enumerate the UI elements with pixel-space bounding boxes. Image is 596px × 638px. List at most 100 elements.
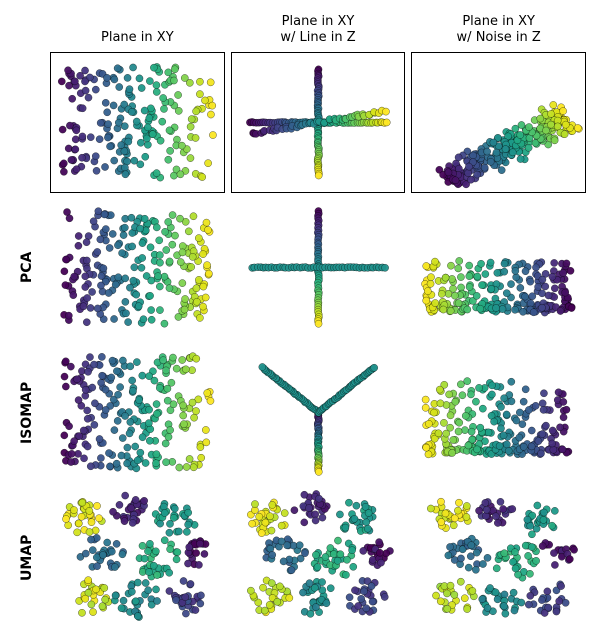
marker — [522, 268, 529, 275]
marker — [62, 282, 69, 289]
marker — [459, 392, 466, 399]
scatter-svg — [412, 53, 585, 192]
marker — [493, 565, 500, 572]
scatter-svg — [231, 342, 406, 483]
marker — [161, 320, 168, 327]
marker — [109, 230, 116, 237]
marker — [484, 604, 491, 611]
marker — [70, 292, 77, 299]
marker — [364, 525, 371, 532]
marker — [449, 449, 456, 456]
marker — [455, 265, 462, 272]
marker — [539, 400, 546, 407]
marker — [199, 303, 206, 310]
panel-r3c2 — [231, 342, 406, 483]
marker — [362, 605, 369, 612]
marker — [334, 537, 341, 544]
marker — [78, 154, 85, 161]
marker — [204, 262, 211, 269]
marker — [528, 443, 535, 450]
marker — [182, 610, 189, 617]
marker — [462, 412, 469, 419]
marker — [300, 491, 307, 498]
marker — [452, 177, 459, 184]
marker — [88, 288, 95, 295]
marker — [370, 364, 377, 371]
marker — [382, 550, 389, 557]
scatter-svg — [411, 487, 586, 628]
marker — [483, 506, 490, 513]
marker — [193, 285, 200, 292]
marker — [462, 427, 469, 434]
marker — [74, 529, 81, 536]
marker — [449, 275, 456, 282]
marker — [83, 239, 90, 246]
marker — [82, 550, 89, 557]
marker — [66, 215, 73, 222]
marker — [425, 451, 432, 458]
marker — [160, 357, 167, 364]
marker — [186, 544, 193, 551]
marker — [161, 273, 168, 280]
marker — [495, 519, 502, 526]
marker — [98, 379, 105, 386]
marker — [497, 498, 504, 505]
panel-r4c2 — [231, 487, 406, 628]
marker — [62, 515, 69, 522]
marker — [183, 463, 190, 470]
marker — [181, 295, 188, 302]
marker — [326, 544, 333, 551]
marker — [152, 460, 159, 467]
marker — [111, 76, 118, 83]
marker — [432, 299, 439, 306]
panel-r2c2 — [231, 197, 406, 338]
marker — [544, 588, 551, 595]
marker — [520, 308, 527, 315]
marker — [540, 516, 547, 523]
marker — [110, 315, 117, 322]
marker — [448, 262, 455, 269]
marker — [139, 434, 146, 441]
marker — [152, 548, 159, 555]
marker — [114, 242, 121, 249]
marker — [458, 578, 465, 585]
marker — [444, 605, 451, 612]
marker — [104, 539, 111, 546]
marker — [447, 543, 454, 550]
marker — [381, 593, 388, 600]
marker — [122, 492, 129, 499]
marker — [133, 358, 140, 365]
marker — [169, 211, 176, 218]
marker — [207, 79, 214, 86]
marker — [423, 262, 430, 269]
marker — [146, 77, 153, 84]
marker — [118, 605, 125, 612]
scatter-svg — [231, 487, 406, 628]
marker — [161, 509, 168, 516]
marker — [509, 149, 516, 156]
marker — [62, 358, 69, 365]
marker — [440, 306, 447, 313]
row-label-isomap: ISOMAP — [10, 342, 44, 483]
marker — [126, 430, 133, 437]
col-title-1: Plane in XY — [50, 10, 225, 48]
marker — [516, 434, 523, 441]
marker — [156, 237, 163, 244]
marker — [484, 148, 491, 155]
marker — [539, 276, 546, 283]
marker — [261, 519, 268, 526]
marker — [501, 550, 508, 557]
marker — [307, 610, 314, 617]
marker — [80, 427, 87, 434]
marker — [152, 586, 159, 593]
marker — [541, 509, 548, 516]
marker — [113, 540, 120, 547]
marker — [130, 277, 137, 284]
marker — [129, 519, 136, 526]
marker — [511, 607, 518, 614]
marker — [357, 595, 364, 602]
marker — [276, 583, 283, 590]
marker — [349, 563, 356, 570]
marker — [377, 559, 384, 566]
marker — [359, 547, 366, 554]
